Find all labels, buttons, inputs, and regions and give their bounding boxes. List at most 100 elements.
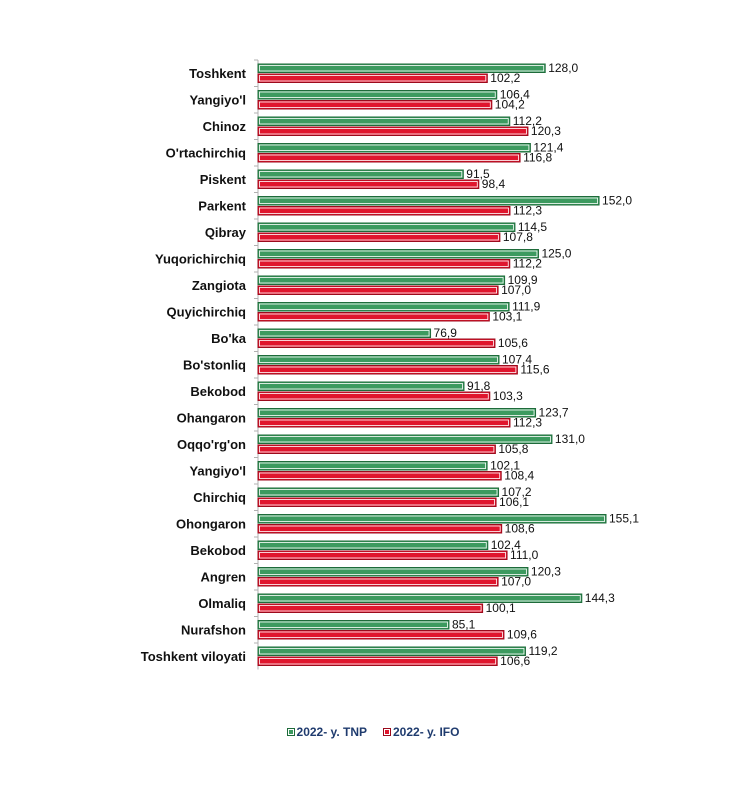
bar-ifo	[257, 312, 490, 322]
bar-tnp	[257, 514, 607, 524]
bar-highlight	[259, 552, 506, 559]
bar-highlight	[259, 568, 527, 575]
bar-highlight	[259, 154, 519, 161]
bar-tnp	[257, 355, 500, 365]
bar-highlight	[259, 542, 487, 549]
value-label-tnp: 131,0	[555, 432, 585, 446]
bar-tnp	[257, 461, 488, 471]
bar-highlight	[259, 648, 525, 655]
category-label: Qibray	[205, 225, 247, 240]
bar-highlight	[259, 462, 486, 469]
category-label: Piskent	[200, 172, 247, 187]
value-label-tnp: 152,0	[602, 194, 632, 208]
bar-series	[257, 63, 607, 666]
bar-highlight	[259, 250, 538, 257]
category-label: O'rtachirchiq	[166, 145, 246, 160]
value-label-ifo: 111,0	[510, 548, 539, 562]
value-label-ifo: 112,2	[513, 257, 542, 271]
category-label: Nurafshon	[181, 622, 246, 637]
category-label: Angren	[201, 569, 247, 584]
category-label: Bo'ka	[211, 331, 247, 346]
category-label: Olmaliq	[198, 596, 246, 611]
bar-highlight	[259, 489, 498, 496]
bar-highlight	[259, 303, 508, 310]
value-label-ifo: 105,8	[498, 442, 528, 456]
bar-highlight	[259, 340, 494, 347]
legend-label-ifo: 2022- y. IFO	[393, 725, 460, 739]
bar-ifo	[257, 285, 499, 295]
value-label-ifo: 100,1	[486, 601, 516, 615]
value-label-ifo: 106,6	[500, 654, 530, 668]
bar-ifo	[257, 73, 488, 83]
bar-ifo	[257, 577, 499, 587]
category-label: Bo'stonliq	[183, 357, 246, 372]
bar-tnp	[257, 434, 553, 444]
value-label-tnp: 112,2	[513, 114, 542, 128]
category-labels: Toshkent Yangiyo'l Chinoz O'rtachirchiq Pisk…	[141, 59, 258, 664]
value-label-ifo: 112,3	[513, 416, 542, 430]
bar-highlight	[259, 330, 430, 337]
value-label-tnp: 102,1	[490, 459, 520, 473]
value-label-tnp: 91,5	[466, 167, 490, 181]
bar-highlight	[259, 277, 504, 284]
bar-tnp	[257, 143, 531, 153]
value-label-tnp: 125,0	[541, 247, 571, 261]
category-label: Yangiyo'l	[189, 463, 246, 478]
value-label-ifo: 103,3	[493, 389, 523, 403]
bar-ifo	[257, 365, 518, 375]
value-label-ifo: 105,6	[498, 336, 528, 350]
value-label-tnp: 85,1	[452, 618, 476, 632]
category-label: Quyichirchiq	[167, 304, 247, 319]
value-label-tnp: 144,3	[585, 591, 615, 605]
bar-highlight	[259, 605, 482, 612]
bar-tnp	[257, 63, 546, 73]
bar-highlight	[259, 224, 514, 231]
bar-ifo	[257, 206, 511, 216]
value-label-ifo: 102,2	[490, 71, 520, 85]
bar-ifo	[257, 418, 511, 428]
bar-highlight	[259, 207, 509, 214]
value-label-tnp: 155,1	[609, 512, 639, 526]
value-label-tnp: 128,0	[548, 61, 578, 75]
bar-tnp	[257, 275, 506, 285]
value-label-ifo: 107,0	[501, 575, 531, 589]
bar-tnp	[257, 487, 500, 497]
bar-tnp	[257, 169, 464, 179]
value-labels: 128,0102,2106,4104,2112,2120,3121,4116,8…	[434, 61, 640, 668]
value-label-ifo: 116,8	[523, 151, 552, 165]
value-label-tnp: 111,9	[512, 300, 541, 314]
category-label: Ohangaron	[177, 410, 246, 425]
category-label: Yangiyo'l	[189, 92, 246, 107]
bar-highlight	[259, 181, 478, 188]
category-label: Chirchiq	[193, 490, 246, 505]
bar-ifo	[257, 630, 505, 640]
value-label-ifo: 115,6	[520, 363, 549, 377]
bar-highlight	[259, 658, 497, 665]
bar-tnp	[257, 90, 498, 100]
bar-tnp	[257, 620, 450, 630]
bar-highlight	[259, 101, 491, 108]
bar-tnp	[257, 540, 489, 550]
bar-tnp	[257, 408, 537, 418]
category-label: Bekobod	[190, 384, 246, 399]
value-label-ifo: 109,6	[507, 628, 537, 642]
legend-item-tnp: 2022- y. TNP	[286, 725, 367, 739]
value-label-ifo: 104,2	[495, 98, 525, 112]
bar-highlight	[259, 128, 527, 135]
bar-tnp	[257, 328, 432, 338]
bar-highlight	[259, 197, 598, 204]
bar-ifo	[257, 259, 511, 269]
bar-highlight	[259, 595, 581, 602]
bar-ifo	[257, 338, 496, 348]
category-label: Chinoz	[203, 119, 247, 134]
category-label: Yuqorichirchiq	[155, 251, 246, 266]
bar-tnp	[257, 222, 516, 232]
legend-swatch-tnp	[286, 728, 295, 736]
category-label: Bekobod	[190, 543, 246, 558]
bar-ifo	[257, 656, 498, 666]
value-label-tnp: 102,4	[491, 538, 521, 552]
value-label-tnp: 106,4	[500, 88, 530, 102]
legend-item-ifo: 2022- y. IFO	[383, 725, 459, 739]
bar-highlight	[259, 419, 509, 426]
